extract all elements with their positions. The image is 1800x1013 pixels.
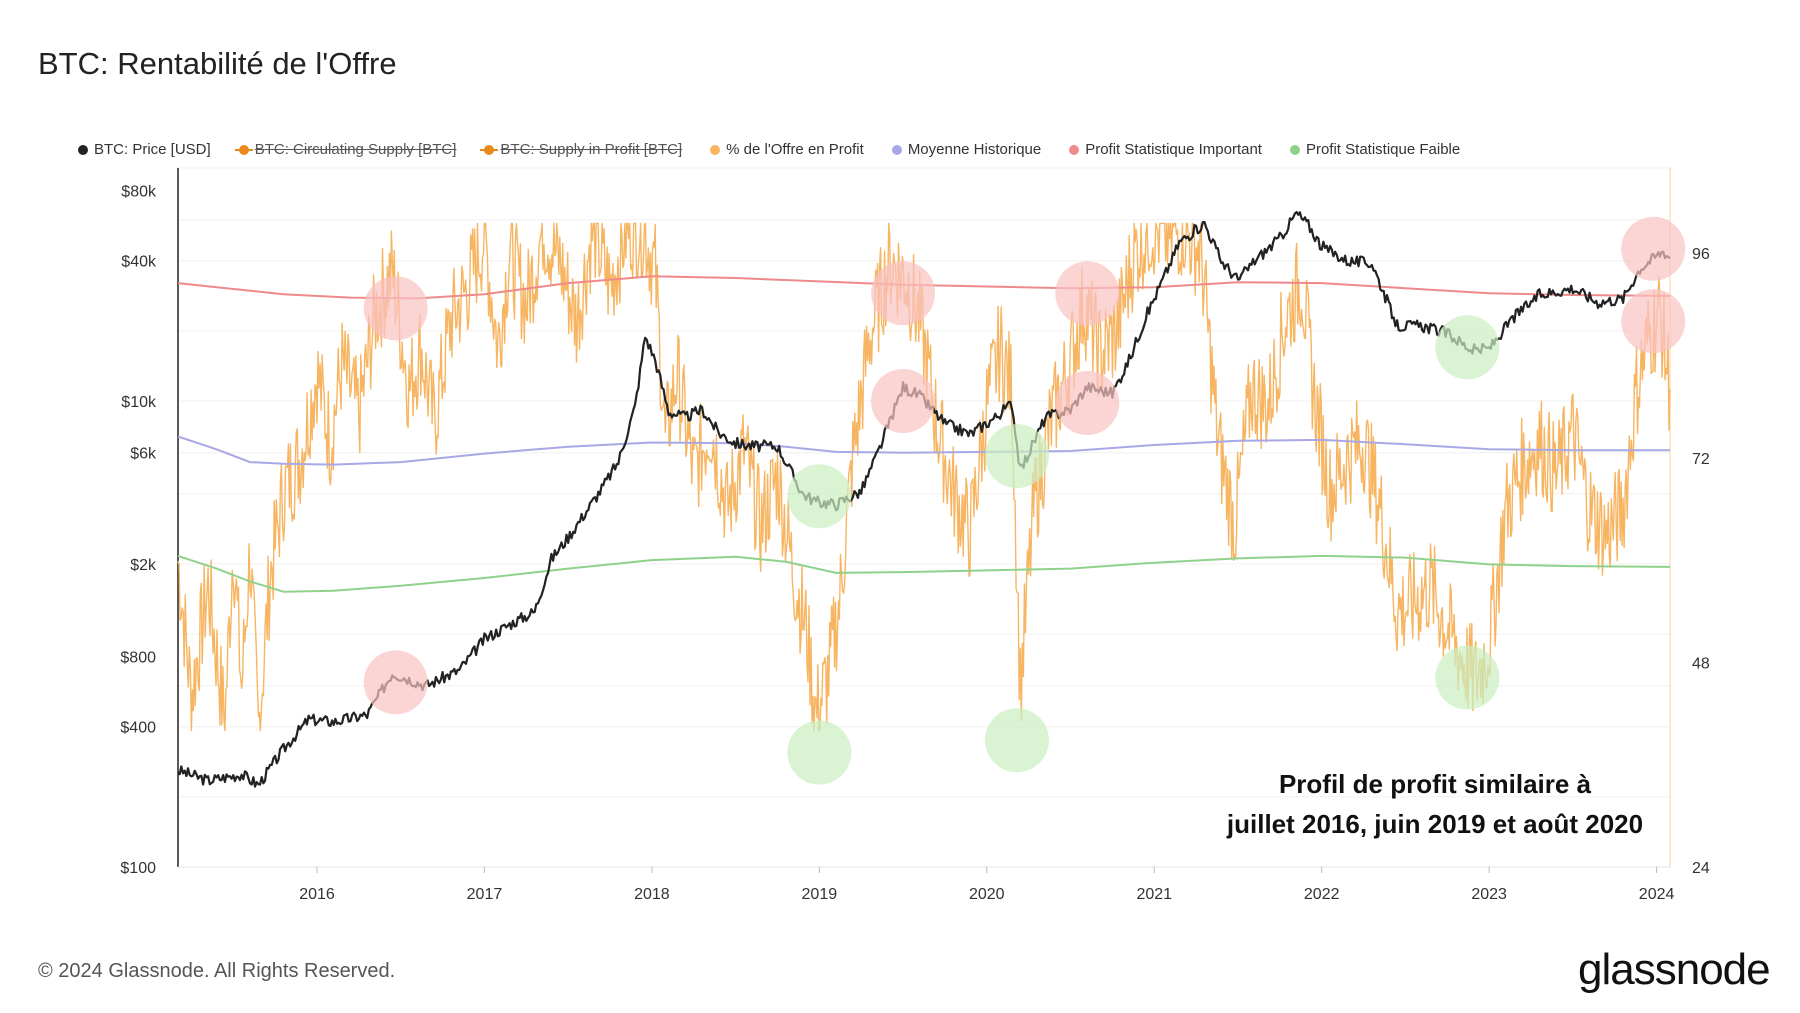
legend-label: Profit Statistique Important [1085, 141, 1262, 158]
y-left-tick-label: $40k [121, 254, 157, 271]
highlight-circle-important [871, 369, 936, 433]
x-tick-label: 2024 [1639, 886, 1675, 903]
x-tick-label: 2021 [1136, 886, 1172, 903]
x-tick-label: 2016 [299, 886, 335, 903]
legend-dot-icon [891, 144, 902, 155]
copyright-text: © 2024 Glassnode. All Rights Reserved. [38, 960, 396, 982]
legend-item-1[interactable]: BTC: Circulating Supply [BTC] [234, 141, 457, 158]
y-left-tick-label: $400 [120, 720, 156, 737]
y-left-tick-label: $800 [120, 650, 156, 667]
legend-dot-icon [1289, 144, 1300, 155]
annotation-line-0: Profil de profit similaire à [1279, 769, 1592, 799]
annotation-line-1: juillet 2016, juin 2019 et août 2020 [1226, 809, 1643, 839]
legend-label: Moyenne Historique [907, 141, 1042, 158]
x-tick-label: 2019 [802, 886, 838, 903]
legend-dot-icon [1069, 144, 1080, 155]
highlight-circle-weak [787, 464, 852, 529]
x-tick-label: 2022 [1304, 886, 1340, 903]
highlight-circle-weak [787, 720, 852, 785]
y-left-tick-label: $80k [121, 184, 157, 201]
highlight-circle-weak [984, 424, 1049, 489]
y-left-tick-label: $6k [130, 446, 157, 463]
legend-dot-icon [78, 144, 88, 155]
legend-label: BTC: Price [USD] [94, 141, 211, 158]
legend-dot-icon [710, 144, 721, 155]
series-supply-in-profit-pct [177, 222, 1671, 732]
legend-label: BTC: Circulating Supply [BTC] [254, 141, 457, 158]
highlight-circle-weak [984, 708, 1049, 773]
y-right-tick-label: 72 [1692, 451, 1710, 468]
x-tick-label: 2020 [969, 886, 1005, 903]
y-left-tick-label: $10k [121, 394, 157, 411]
legend-label: BTC: Supply in Profit [BTC] [500, 141, 683, 158]
legend-item-0[interactable]: BTC: Price [USD] [78, 141, 211, 158]
legend-label: Profit Statistique Faible [1305, 141, 1461, 158]
highlight-circle-weak [1435, 645, 1500, 710]
chart-title: BTC: Rentabilité de l'Offre [38, 46, 397, 81]
x-tick-label: 2023 [1471, 886, 1507, 903]
highlight-circle-important [1055, 371, 1120, 436]
legend-label: % de l'Offre en Profit [726, 141, 864, 158]
legend-item-5[interactable]: Profit Statistique Important [1069, 141, 1262, 158]
highlight-circle-important [1621, 216, 1686, 281]
legend-item-3[interactable]: % de l'Offre en Profit [710, 141, 864, 158]
brand-logo: glassnode [1578, 945, 1771, 994]
highlight-circle-weak [1435, 315, 1500, 380]
x-tick-label: 2017 [467, 886, 503, 903]
x-tick-label: 2018 [634, 886, 670, 903]
legend-item-6[interactable]: Profit Statistique Faible [1289, 141, 1461, 158]
y-right-tick-label: 96 [1692, 246, 1710, 263]
legend-dot-icon [480, 144, 499, 155]
y-left-tick-label: $100 [120, 860, 156, 877]
y-right-tick-label: 48 [1692, 655, 1710, 672]
series-weak-profit [177, 554, 1671, 593]
highlight-circle-important [1055, 261, 1120, 326]
y-right-tick-label: 24 [1692, 860, 1710, 877]
series-important-profit [177, 275, 1671, 300]
series-historical-mean [177, 435, 1670, 466]
legend-item-2[interactable]: BTC: Supply in Profit [BTC] [480, 141, 683, 158]
chart-legend: BTC: Price [USD] BTC: Circulating Supply … [78, 141, 1488, 158]
y-left-tick-label: $2k [130, 557, 157, 574]
legend-item-4[interactable]: Moyenne Historique [891, 141, 1042, 158]
highlight-circle-important [1621, 289, 1686, 354]
legend-dot-icon [234, 144, 253, 155]
highlight-circle-important [871, 261, 936, 326]
highlight-circle-important [363, 650, 428, 715]
highlight-circle-important [363, 276, 428, 341]
